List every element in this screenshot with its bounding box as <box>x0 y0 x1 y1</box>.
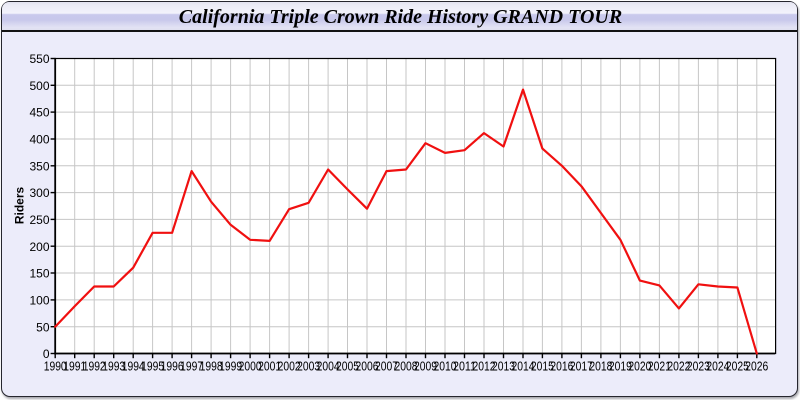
svg-text:200: 200 <box>29 240 49 254</box>
svg-text:2021: 2021 <box>648 360 671 374</box>
svg-text:2025: 2025 <box>726 360 749 374</box>
svg-text:Riders: Riders <box>13 187 27 225</box>
svg-text:2016: 2016 <box>550 360 573 374</box>
svg-text:150: 150 <box>29 267 49 281</box>
svg-text:1998: 1998 <box>200 360 223 374</box>
svg-text:400: 400 <box>29 133 49 147</box>
svg-text:1994: 1994 <box>122 360 145 374</box>
svg-text:2000: 2000 <box>239 360 262 374</box>
svg-text:2010: 2010 <box>434 360 457 374</box>
svg-text:1991: 1991 <box>63 360 86 374</box>
svg-text:1999: 1999 <box>219 360 242 374</box>
svg-text:2022: 2022 <box>667 360 690 374</box>
svg-text:2007: 2007 <box>375 360 398 374</box>
svg-text:2024: 2024 <box>706 360 729 374</box>
svg-text:550: 550 <box>29 52 49 66</box>
svg-text:350: 350 <box>29 159 49 173</box>
svg-text:2009: 2009 <box>414 360 437 374</box>
svg-text:50: 50 <box>36 320 50 334</box>
svg-text:2017: 2017 <box>570 360 593 374</box>
svg-text:450: 450 <box>29 106 49 120</box>
svg-text:100: 100 <box>29 294 49 308</box>
svg-text:2011: 2011 <box>453 360 476 374</box>
svg-text:2005: 2005 <box>336 360 359 374</box>
svg-text:2003: 2003 <box>297 360 320 374</box>
svg-text:500: 500 <box>29 79 49 93</box>
svg-text:2026: 2026 <box>745 360 768 374</box>
svg-text:2015: 2015 <box>531 360 554 374</box>
svg-text:2004: 2004 <box>317 360 340 374</box>
svg-text:2020: 2020 <box>628 360 651 374</box>
svg-text:2019: 2019 <box>609 360 632 374</box>
svg-text:300: 300 <box>29 186 49 200</box>
svg-text:1995: 1995 <box>141 360 164 374</box>
svg-text:1997: 1997 <box>180 360 203 374</box>
svg-text:2006: 2006 <box>356 360 379 374</box>
svg-text:2001: 2001 <box>258 360 281 374</box>
svg-text:2014: 2014 <box>512 360 535 374</box>
svg-text:1990: 1990 <box>44 360 67 374</box>
svg-text:2018: 2018 <box>589 360 612 374</box>
svg-text:2008: 2008 <box>395 360 418 374</box>
svg-text:0: 0 <box>43 347 50 361</box>
svg-text:2013: 2013 <box>492 360 515 374</box>
svg-text:2012: 2012 <box>473 360 496 374</box>
svg-text:250: 250 <box>29 213 49 227</box>
svg-text:1996: 1996 <box>161 360 184 374</box>
svg-text:1992: 1992 <box>83 360 106 374</box>
svg-text:2023: 2023 <box>687 360 710 374</box>
svg-text:1993: 1993 <box>102 360 125 374</box>
svg-text:2002: 2002 <box>278 360 301 374</box>
